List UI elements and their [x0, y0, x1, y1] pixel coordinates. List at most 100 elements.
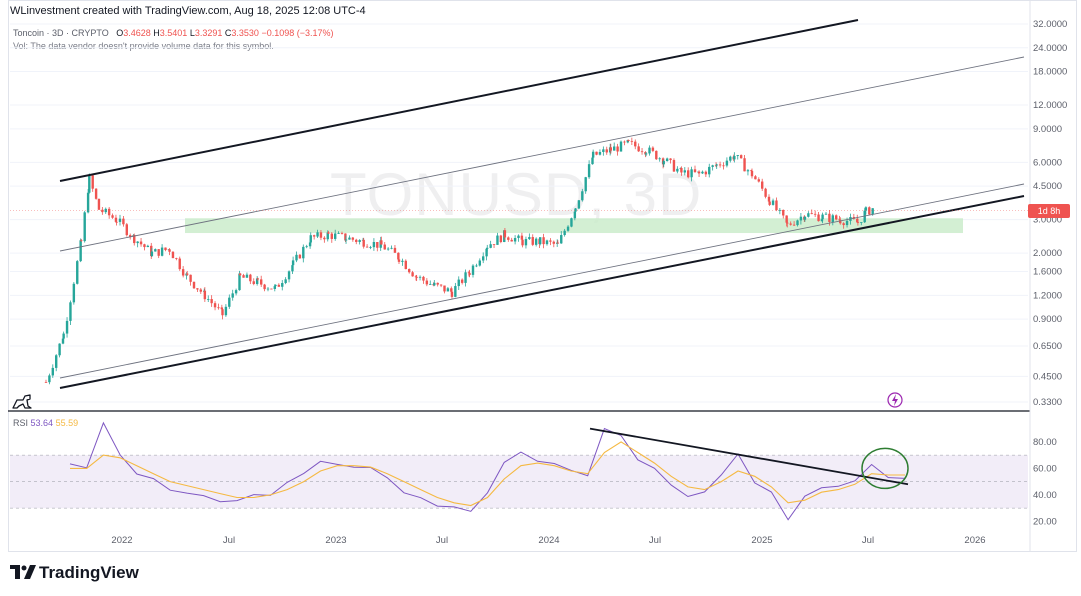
candle-body [860, 222, 863, 224]
candle-body [61, 338, 65, 344]
candle-body [782, 209, 785, 216]
rsi-value: 53.64 [30, 418, 54, 428]
candle-body [274, 284, 277, 287]
candle-body [619, 141, 623, 152]
candle-body [577, 200, 581, 209]
candle-body [372, 242, 376, 248]
candle-body [574, 208, 577, 212]
candle-body [626, 140, 629, 143]
candle-body [817, 214, 820, 222]
price-tick-label: 12.0000 [1033, 100, 1067, 111]
candle-body [868, 207, 871, 215]
candle-body [330, 233, 333, 239]
rsi-line [69, 421, 906, 521]
candle-body [129, 235, 132, 237]
candle-body [199, 289, 202, 292]
candle-body [107, 208, 111, 216]
dino-icon[interactable] [12, 394, 32, 409]
candle-body [605, 149, 608, 153]
candle-body [175, 258, 178, 259]
candle-body [298, 254, 302, 259]
candle-body [570, 218, 573, 227]
tradingview-logo[interactable]: TradingView [10, 563, 139, 583]
open-value: 3.4628 [123, 28, 151, 38]
candle-body [764, 188, 767, 197]
candle-body [51, 367, 54, 376]
candle-body [711, 165, 714, 167]
channel-upper-line [59, 19, 859, 182]
candle-body [439, 284, 443, 286]
candle-body [486, 247, 489, 249]
candle-body [627, 140, 630, 141]
candle-body [58, 343, 61, 356]
candle-body [291, 265, 294, 272]
candle-body [255, 278, 259, 284]
price-countdown-badge: 1d 8h [1028, 204, 1070, 218]
candle-body [429, 283, 432, 285]
candle-body [210, 299, 213, 304]
candle-body [365, 246, 369, 248]
candle-body [358, 240, 361, 242]
candle-body [404, 260, 407, 270]
candle-body [496, 235, 499, 245]
price-tick-label: 24.0000 [1033, 43, 1067, 54]
candle-body [485, 248, 488, 257]
candle-body [136, 241, 139, 244]
candle-body [308, 242, 312, 247]
candle-body [326, 232, 329, 240]
candle-body [242, 275, 245, 278]
candle-body [234, 290, 238, 294]
candle-body [91, 175, 94, 189]
price-tick-label: 0.3300 [1033, 397, 1062, 408]
candle-body [556, 242, 560, 244]
candle-body [683, 170, 686, 173]
candle-body [531, 237, 534, 245]
candle-body [186, 273, 189, 275]
candle-body [80, 240, 83, 242]
price-chart[interactable]: 32.0000 24.0000 18.0000 12.0000 9.0000 6.0000… [0, 0, 1081, 552]
candle-body [334, 233, 337, 239]
candle-body [220, 307, 224, 310]
candle-body [146, 245, 150, 248]
price-tick-label: 32.0000 [1033, 19, 1067, 30]
flash-icon[interactable] [887, 392, 903, 408]
candle-body [224, 306, 228, 316]
candle-body [613, 146, 616, 151]
candle-body [104, 208, 107, 213]
candle-body [348, 237, 351, 240]
candle-body [796, 220, 799, 226]
candle-body [775, 200, 778, 211]
candle-body [725, 160, 729, 166]
candle-body [563, 230, 566, 236]
candle-body [799, 216, 803, 221]
candle-body [828, 213, 831, 222]
candle-body [55, 355, 58, 368]
candle-body [221, 309, 224, 316]
channel-lower-line [59, 195, 1025, 389]
candle-body [789, 223, 792, 225]
candle-body [171, 251, 175, 259]
candle-body [810, 213, 813, 215]
candle-body [48, 375, 51, 383]
price-tick-label: 18.0000 [1033, 67, 1067, 78]
candle-body [94, 188, 98, 199]
candle-body [767, 196, 771, 202]
candle-body [213, 303, 217, 308]
candle-body [842, 223, 845, 226]
candle-body [457, 279, 460, 287]
candle-body [676, 168, 679, 172]
candle-body [542, 237, 545, 245]
candle-body [623, 141, 626, 143]
candle-body [824, 213, 828, 215]
candle-body [284, 279, 287, 284]
candle-body [665, 158, 669, 162]
candle-body [62, 333, 65, 339]
candle-body [482, 256, 485, 261]
candle-body [871, 208, 874, 215]
candle-body [545, 240, 549, 245]
candle-body [380, 240, 383, 245]
candle-body [468, 273, 471, 275]
candle-body [475, 265, 478, 267]
candle-body [761, 181, 764, 189]
candle-body [79, 240, 82, 262]
